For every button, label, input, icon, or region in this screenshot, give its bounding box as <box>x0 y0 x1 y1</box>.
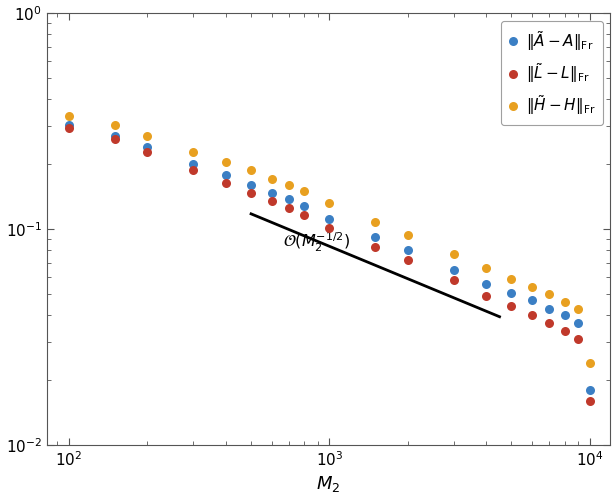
$\|\tilde{A} - A\|_{\rm Fr}$ <box>301 203 308 209</box>
$\|\tilde{H} - H\|_{\rm Fr}$ <box>450 251 458 257</box>
$\|\tilde{L} - L\|_{\rm Fr}$ <box>301 212 308 218</box>
$\|\tilde{H} - H\|_{\rm Fr}$ <box>248 167 255 173</box>
$\|\tilde{L} - L\|_{\rm Fr}$ <box>574 336 582 342</box>
$\|\tilde{H} - H\|_{\rm Fr}$ <box>190 149 197 155</box>
$\|\tilde{L} - L\|_{\rm Fr}$ <box>529 312 536 318</box>
$\|\tilde{L} - L\|_{\rm Fr}$ <box>268 198 275 204</box>
$\|\tilde{A} - A\|_{\rm Fr}$ <box>144 144 151 150</box>
$\|\tilde{L} - L\|_{\rm Fr}$ <box>546 320 553 326</box>
$\|\tilde{L} - L\|_{\rm Fr}$ <box>111 136 119 142</box>
$\|\tilde{A} - A\|_{\rm Fr}$ <box>482 280 490 286</box>
$\|\tilde{L} - L\|_{\rm Fr}$ <box>508 304 515 310</box>
$\|\tilde{L} - L\|_{\rm Fr}$ <box>404 257 411 263</box>
$\|\tilde{L} - L\|_{\rm Fr}$ <box>450 278 458 283</box>
$\|\tilde{A} - A\|_{\rm Fr}$ <box>285 196 293 202</box>
$\|\tilde{H} - H\|_{\rm Fr}$ <box>529 284 536 290</box>
$\|\tilde{A} - A\|_{\rm Fr}$ <box>450 267 458 273</box>
$\|\tilde{L} - L\|_{\rm Fr}$ <box>482 294 490 300</box>
$\|\tilde{H} - H\|_{\rm Fr}$ <box>111 122 119 128</box>
$\|\tilde{L} - L\|_{\rm Fr}$ <box>65 125 73 131</box>
$\|\tilde{L} - L\|_{\rm Fr}$ <box>248 190 255 196</box>
$\|\tilde{H} - H\|_{\rm Fr}$ <box>574 306 582 312</box>
$\|\tilde{L} - L\|_{\rm Fr}$ <box>144 149 151 155</box>
$\|\tilde{A} - A\|_{\rm Fr}$ <box>529 297 536 303</box>
$\|\tilde{H} - H\|_{\rm Fr}$ <box>285 182 293 188</box>
$\|\tilde{H} - H\|_{\rm Fr}$ <box>371 219 379 225</box>
$\|\tilde{H} - H\|_{\rm Fr}$ <box>586 360 594 366</box>
Legend: $\|\tilde{A} - A\|_{\rm Fr}$, $\|\tilde{L} - L\|_{\rm Fr}$, $\|\tilde{H} - H\|_{: $\|\tilde{A} - A\|_{\rm Fr}$, $\|\tilde{… <box>501 21 603 125</box>
$\|\tilde{H} - H\|_{\rm Fr}$ <box>301 188 308 194</box>
$\|\tilde{H} - H\|_{\rm Fr}$ <box>65 113 73 119</box>
$\|\tilde{A} - A\|_{\rm Fr}$ <box>371 234 379 240</box>
$\|\tilde{A} - A\|_{\rm Fr}$ <box>248 182 255 188</box>
$\|\tilde{L} - L\|_{\rm Fr}$ <box>326 224 333 230</box>
$\|\tilde{H} - H\|_{\rm Fr}$ <box>546 292 553 298</box>
$\|\tilde{A} - A\|_{\rm Fr}$ <box>190 162 197 168</box>
$\|\tilde{L} - L\|_{\rm Fr}$ <box>222 180 230 186</box>
$\|\tilde{L} - L\|_{\rm Fr}$ <box>586 398 594 404</box>
$\|\tilde{L} - L\|_{\rm Fr}$ <box>285 206 293 212</box>
$\|\tilde{A} - A\|_{\rm Fr}$ <box>508 290 515 296</box>
$\|\tilde{A} - A\|_{\rm Fr}$ <box>111 132 119 138</box>
$\|\tilde{L} - L\|_{\rm Fr}$ <box>561 328 569 334</box>
Text: $\mathcal{O}(M_2^{-1/2})$: $\mathcal{O}(M_2^{-1/2})$ <box>283 230 350 254</box>
$\|\tilde{H} - H\|_{\rm Fr}$ <box>508 276 515 282</box>
$\|\tilde{A} - A\|_{\rm Fr}$ <box>222 172 230 178</box>
$\|\tilde{H} - H\|_{\rm Fr}$ <box>561 299 569 305</box>
$\|\tilde{H} - H\|_{\rm Fr}$ <box>222 159 230 165</box>
$\|\tilde{A} - A\|_{\rm Fr}$ <box>546 306 553 312</box>
$\|\tilde{H} - H\|_{\rm Fr}$ <box>482 266 490 272</box>
$\|\tilde{A} - A\|_{\rm Fr}$ <box>561 312 569 318</box>
$\|\tilde{A} - A\|_{\rm Fr}$ <box>326 216 333 222</box>
$\|\tilde{A} - A\|_{\rm Fr}$ <box>65 122 73 128</box>
$\|\tilde{L} - L\|_{\rm Fr}$ <box>371 244 379 250</box>
$\|\tilde{A} - A\|_{\rm Fr}$ <box>574 320 582 326</box>
$\|\tilde{H} - H\|_{\rm Fr}$ <box>404 232 411 238</box>
$\|\tilde{H} - H\|_{\rm Fr}$ <box>144 133 151 139</box>
$\|\tilde{A} - A\|_{\rm Fr}$ <box>268 190 275 196</box>
$\|\tilde{A} - A\|_{\rm Fr}$ <box>404 248 411 254</box>
$\|\tilde{A} - A\|_{\rm Fr}$ <box>586 387 594 393</box>
$\|\tilde{H} - H\|_{\rm Fr}$ <box>268 176 275 182</box>
Line: $\|\tilde{L} - L\|_{\rm Fr}$: $\|\tilde{L} - L\|_{\rm Fr}$ <box>65 124 594 406</box>
Line: $\|\tilde{H} - H\|_{\rm Fr}$: $\|\tilde{H} - H\|_{\rm Fr}$ <box>65 112 594 368</box>
X-axis label: $M_2$: $M_2$ <box>317 474 341 494</box>
$\|\tilde{H} - H\|_{\rm Fr}$ <box>326 200 333 206</box>
$\|\tilde{L} - L\|_{\rm Fr}$ <box>190 167 197 173</box>
Line: $\|\tilde{A} - A\|_{\rm Fr}$: $\|\tilde{A} - A\|_{\rm Fr}$ <box>65 120 594 394</box>
